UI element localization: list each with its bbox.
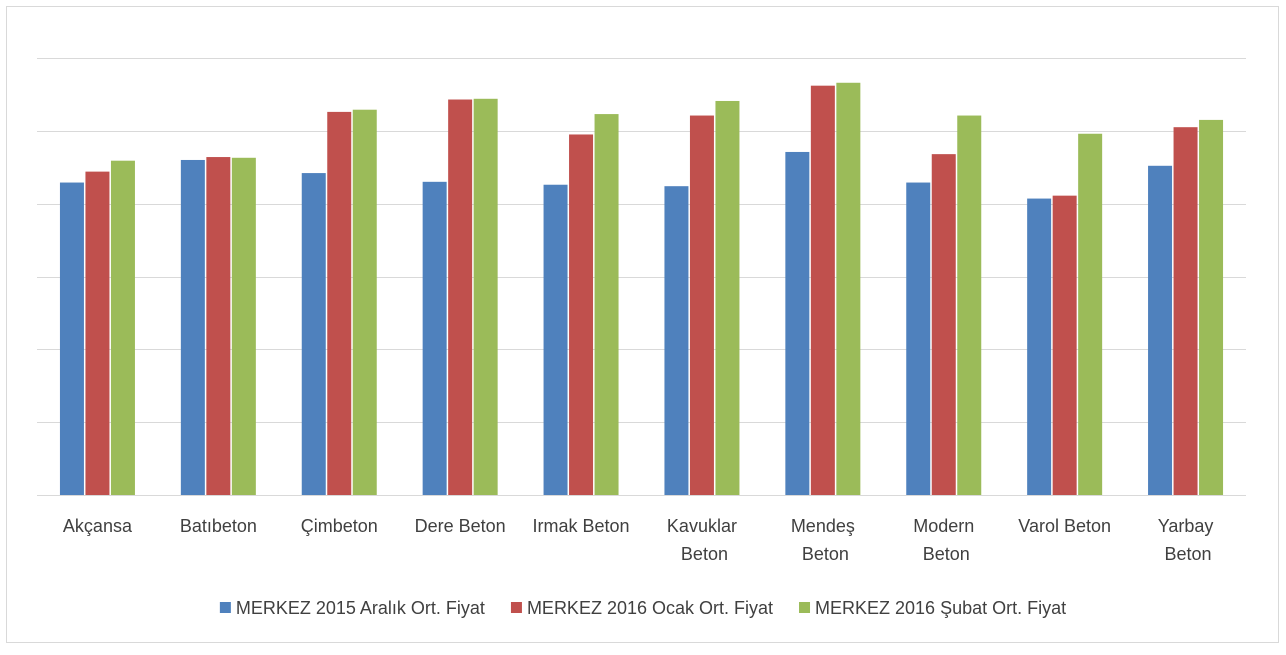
x-tick-label: Varol Beton	[1018, 516, 1111, 536]
bar	[1199, 119, 1224, 496]
bar	[1078, 133, 1103, 495]
bar	[1027, 198, 1052, 495]
x-tick-label: Modern Beton	[913, 516, 974, 564]
bar	[931, 154, 956, 495]
bar	[85, 171, 110, 495]
x-tick-label: Çimbeton	[301, 516, 378, 536]
bar	[569, 134, 594, 495]
bar	[110, 160, 135, 495]
bar	[352, 109, 377, 495]
bar	[1173, 127, 1198, 496]
legend-swatch	[219, 602, 231, 613]
bar	[448, 99, 473, 495]
x-tick-label: Kavuklar Beton	[667, 516, 737, 564]
bar	[785, 151, 810, 495]
bar	[422, 181, 447, 496]
bar	[543, 184, 568, 496]
bar	[957, 115, 982, 495]
bar	[1148, 165, 1173, 495]
x-tick-label: Batıbeton	[180, 516, 257, 536]
bar	[231, 157, 256, 495]
x-tick-label: Mendeş Beton	[791, 516, 855, 564]
x-tick-label: Irmak Beton	[533, 516, 630, 536]
bar	[836, 82, 861, 495]
bar	[1052, 195, 1077, 495]
bar	[180, 159, 205, 495]
bar	[59, 182, 84, 496]
bar	[715, 100, 740, 495]
bar	[301, 173, 326, 495]
bar	[810, 85, 835, 495]
x-tick-label: Dere Beton	[415, 516, 506, 536]
legend-label: MERKEZ 2015 Aralık Ort. Fiyat	[236, 598, 485, 618]
x-tick-label: Yarbay Beton	[1158, 516, 1214, 564]
bar	[206, 157, 231, 495]
x-tick-label: Akçansa	[63, 516, 133, 536]
bar	[473, 98, 498, 495]
bar	[906, 182, 931, 496]
bar	[664, 186, 689, 496]
bar	[327, 111, 352, 495]
bar	[594, 114, 619, 495]
legend-swatch	[799, 602, 811, 613]
legend-label: MERKEZ 2016 Ocak Ort. Fiyat	[527, 598, 773, 618]
legend-label: MERKEZ 2016 Şubat Ort. Fiyat	[815, 598, 1066, 618]
legend-swatch	[510, 602, 522, 613]
bar	[689, 115, 714, 495]
